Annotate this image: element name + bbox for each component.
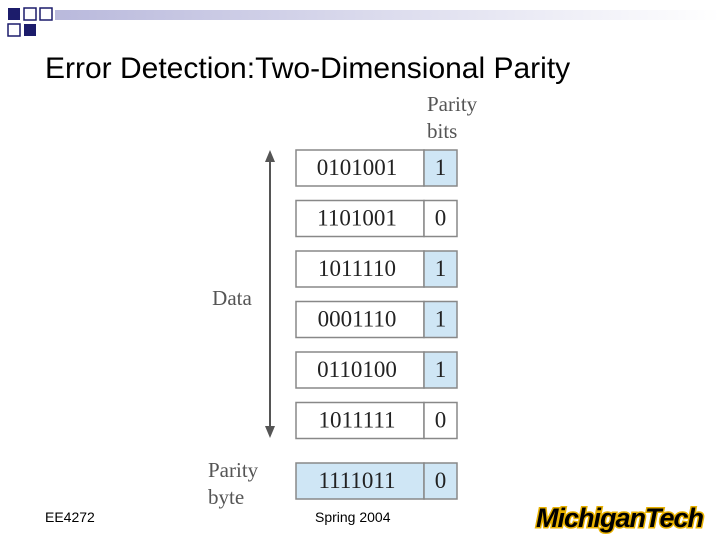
parity-bit: 0 bbox=[435, 468, 447, 493]
slide-title: Error Detection:Two-Dimensional Parity bbox=[45, 52, 570, 85]
parity-bits-label: Parity bbox=[427, 92, 478, 116]
parity-cell bbox=[423, 149, 458, 187]
parity-cell bbox=[423, 462, 458, 500]
data-bits: 1101001 bbox=[317, 206, 397, 231]
parity-cell bbox=[423, 250, 458, 288]
data-cell bbox=[295, 199, 425, 238]
data-bits: 0001110 bbox=[318, 307, 397, 332]
parity-bit: 0 bbox=[435, 408, 447, 433]
logo-text: MichiganTech bbox=[536, 503, 704, 533]
data-bits: 0110100 bbox=[317, 357, 397, 382]
footer-term: Spring 2004 bbox=[315, 509, 391, 525]
parity-cell bbox=[423, 300, 458, 339]
slide-decoration bbox=[7, 7, 720, 37]
footer-course: EE4272 bbox=[45, 509, 95, 525]
data-bits: 1011110 bbox=[318, 256, 396, 281]
parity-bit: 1 bbox=[435, 256, 447, 281]
parity-byte-label: byte bbox=[208, 485, 244, 509]
parity-cell bbox=[423, 401, 458, 440]
parity-bit: 1 bbox=[435, 307, 447, 332]
logo: MichiganTech bbox=[535, 502, 707, 535]
parity-cell bbox=[423, 199, 458, 238]
parity-bit: 1 bbox=[435, 357, 447, 382]
arrow-head bbox=[265, 426, 275, 438]
parity-bit: 1 bbox=[435, 155, 447, 180]
data-cell bbox=[295, 462, 425, 500]
parity-cell bbox=[423, 351, 458, 389]
parity-diagram: Data Parity bits Parity byte 0101001 1110… bbox=[208, 92, 478, 509]
logo-part: Tech bbox=[645, 503, 704, 533]
data-bits: 1111011 bbox=[318, 468, 395, 493]
data-label: Data bbox=[212, 286, 252, 310]
data-bits: 0101001 bbox=[317, 155, 398, 180]
logo-part: Michigan bbox=[536, 503, 646, 533]
arrow-head bbox=[265, 150, 275, 162]
data-cell bbox=[295, 401, 425, 440]
data-cell bbox=[295, 351, 425, 389]
parity-bit: 0 bbox=[435, 206, 447, 231]
data-bits: 1011111 bbox=[318, 408, 395, 433]
parity-byte-label: Parity bbox=[208, 458, 259, 482]
parity-bits-label: bits bbox=[427, 119, 457, 143]
